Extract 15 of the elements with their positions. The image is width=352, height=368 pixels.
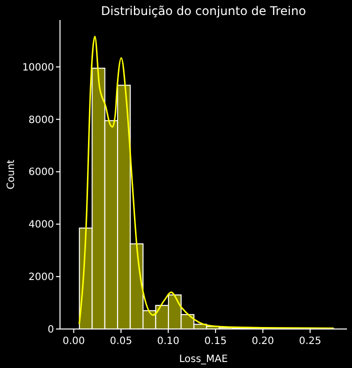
y-axis-title: Count	[6, 160, 17, 190]
x-tick-label: 0.00	[62, 336, 85, 347]
y-tick-label: 2000	[28, 272, 54, 284]
x-tick-label: 0.15	[204, 336, 227, 347]
x-tick-label: 0.10	[157, 336, 180, 347]
chart-title: Distribuição do conjunto de Treino	[101, 4, 306, 18]
y-tick-label: 0	[48, 324, 54, 336]
x-tick-label: 0.05	[110, 336, 132, 347]
y-tick-label: 4000	[28, 220, 54, 231]
y-tick-label: 8000	[28, 114, 54, 126]
x-tick-label: 0.25	[298, 336, 322, 347]
y-tick-label: 6000	[28, 167, 54, 178]
x-tick-label: 0.20	[252, 336, 274, 347]
x-axis-title: Loss_MAE	[179, 354, 228, 365]
y-tick-label: 10000	[22, 62, 54, 74]
